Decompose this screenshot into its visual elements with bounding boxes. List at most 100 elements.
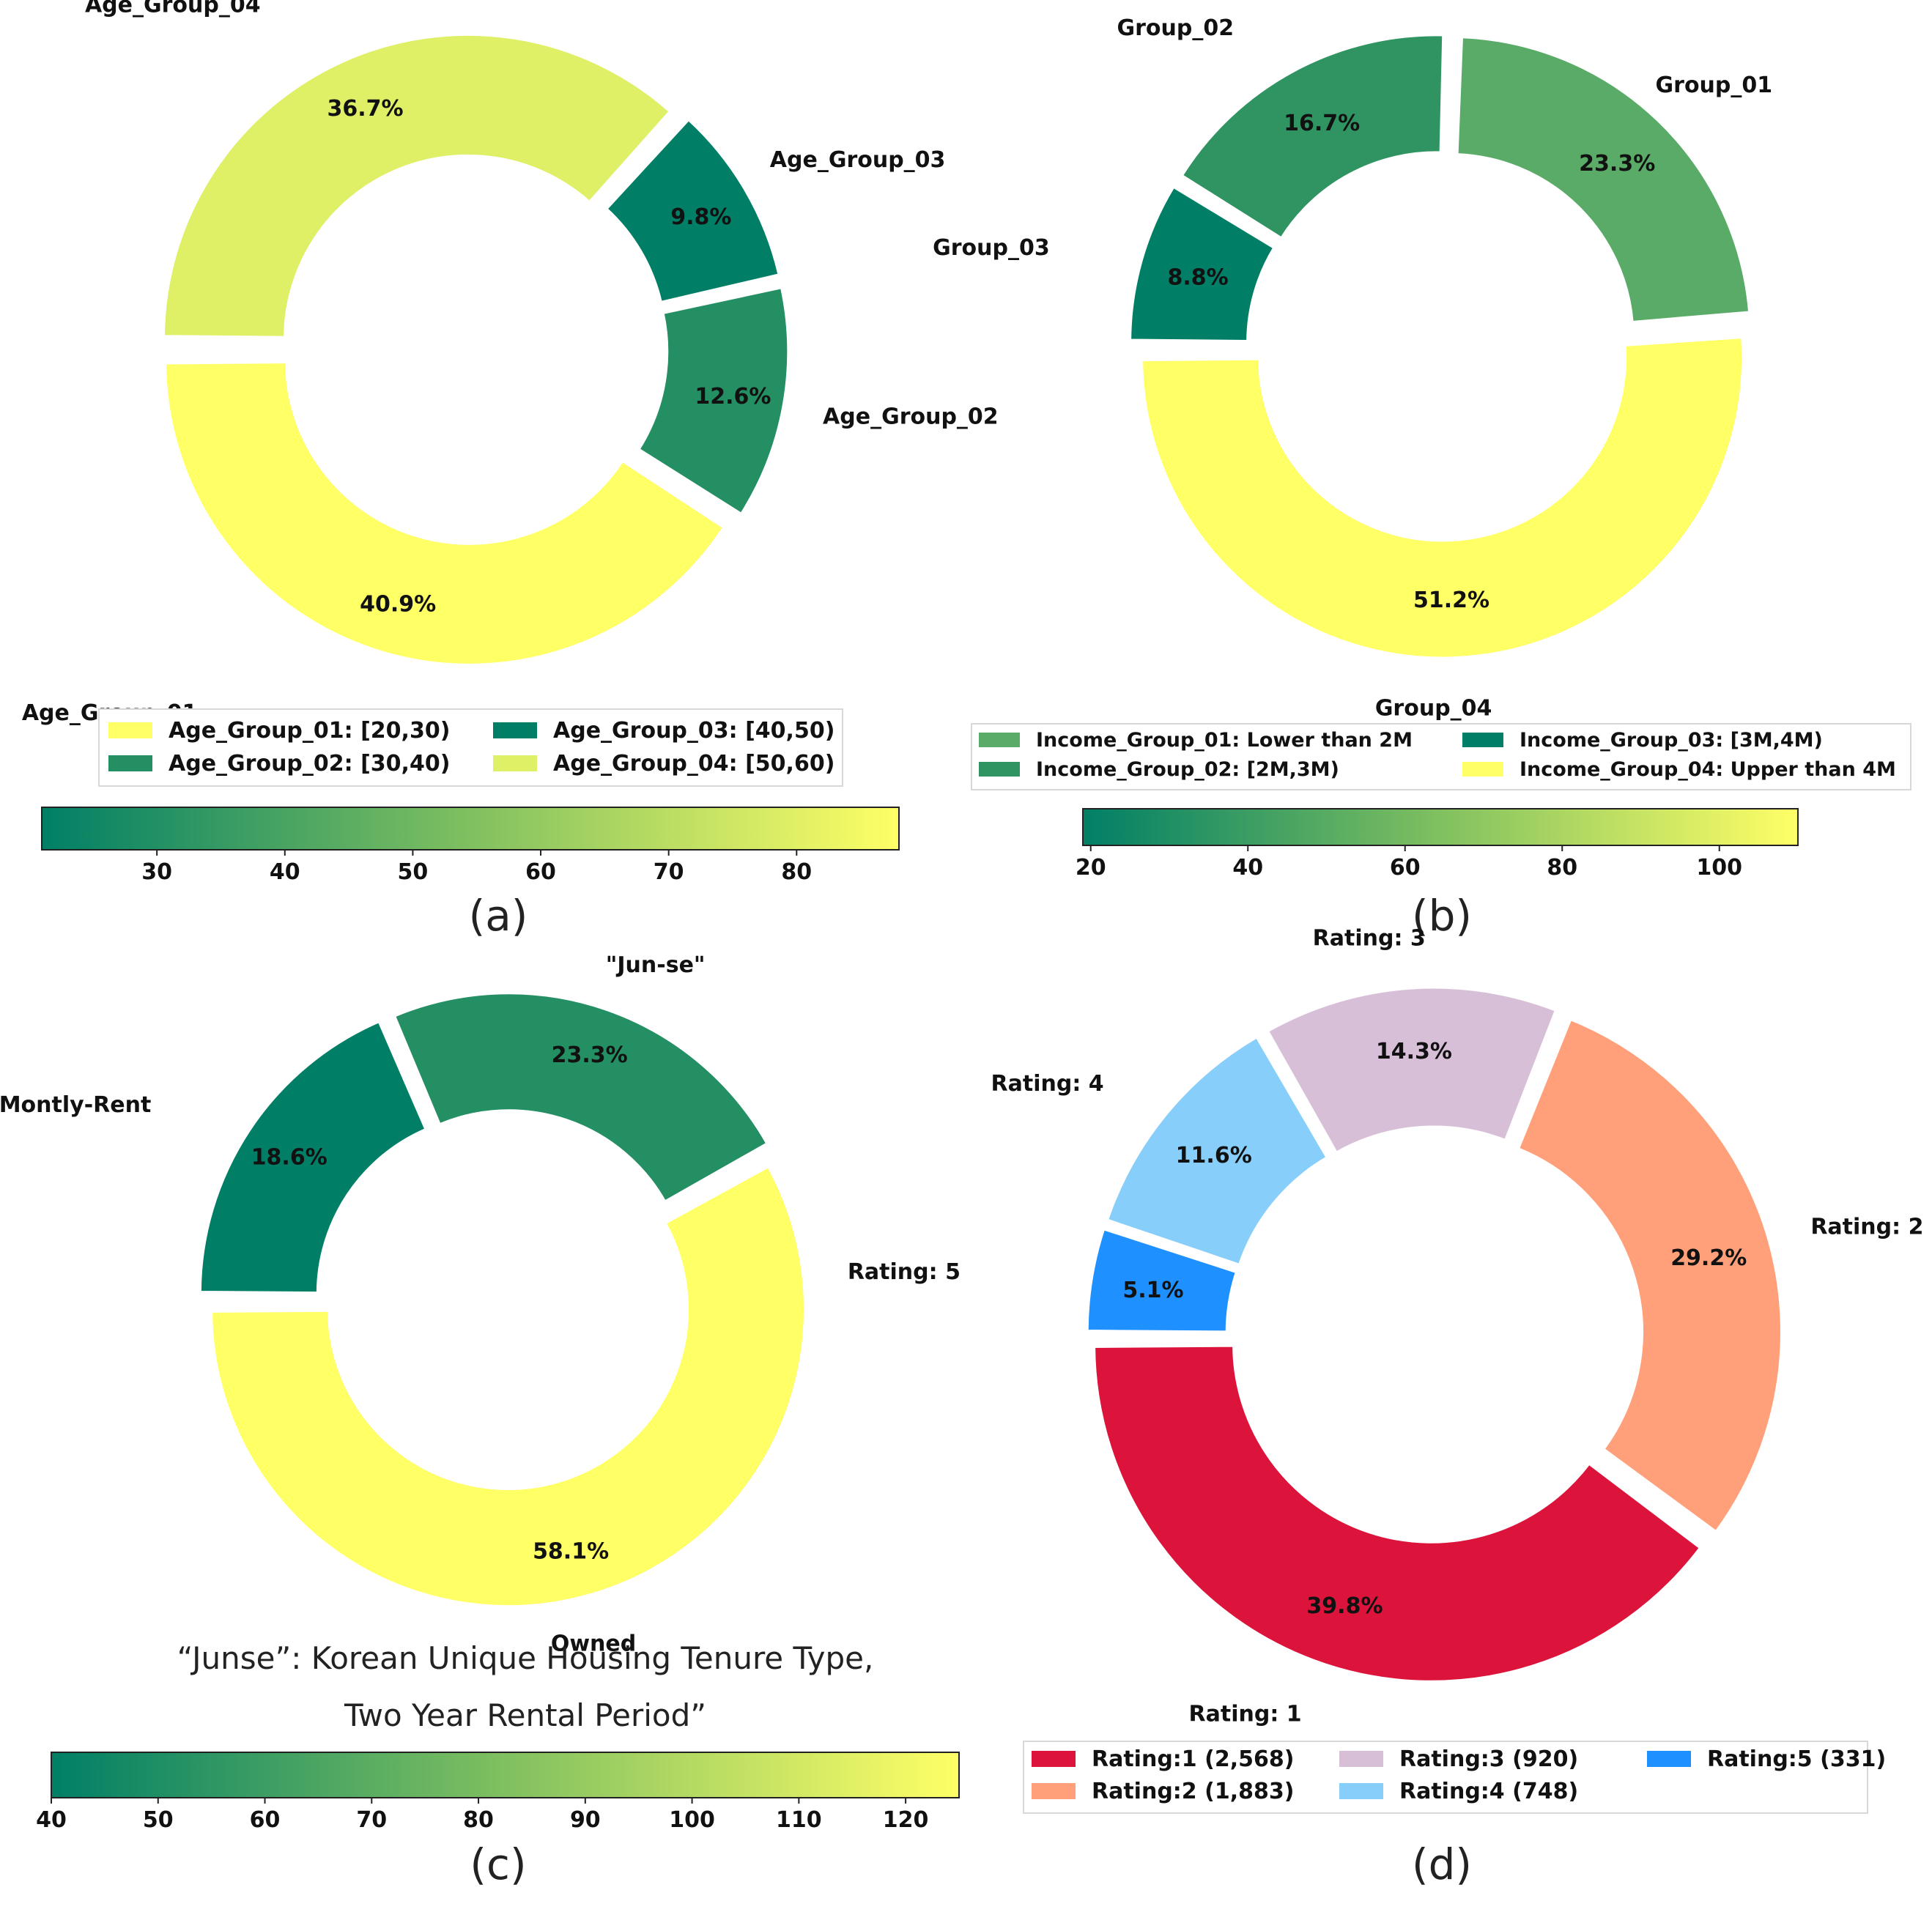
colorbar-c-gradient bbox=[51, 1752, 959, 1798]
pct-label-rating-5: 5.1% bbox=[1122, 1278, 1183, 1303]
legend-a: Age_Group_01: [20,30) Age_Group_02: [30,4… bbox=[98, 708, 843, 787]
colorbar-a-tick-label: 80 bbox=[781, 859, 812, 885]
colorbar-b-tick-label: 60 bbox=[1390, 855, 1421, 881]
donut-chart-c: 58.1% 23.3% 18.6% Owned "Jun-se" Montly-Rent bbox=[0, 952, 807, 1656]
slice-name-jun-se: "Jun-se" bbox=[606, 952, 706, 978]
pct-label-group-02: 16.7% bbox=[1284, 111, 1360, 136]
colorbar-a: 30 40 50 60 70 80 bbox=[41, 807, 900, 885]
colorbar-c-tick-label: 110 bbox=[776, 1807, 822, 1833]
colorbar-c-tick-label: 60 bbox=[250, 1807, 281, 1833]
legend-label-income-group-01-lower-than-2m: Income_Group_01: Lower than 2M bbox=[1036, 729, 1413, 752]
slice-age-group-03 bbox=[604, 118, 780, 304]
legend-label-rating-5-331: Rating:5 (331) bbox=[1707, 1746, 1886, 1772]
slice-rating-5 bbox=[1086, 1228, 1238, 1333]
caption-d: (d) bbox=[1412, 1839, 1472, 1889]
donut-c-slice-names: Owned "Jun-se" Montly-Rent bbox=[0, 952, 706, 1656]
donut-b-slice-names: Group_04 Group_01 Group_02 Group_03 bbox=[933, 15, 1772, 722]
slice-montly-rent bbox=[199, 1020, 427, 1294]
pct-label-jun-se: 23.3% bbox=[552, 1042, 628, 1068]
donut-b-pct-labels: 51.2% 23.3% 16.7% 8.8% bbox=[1168, 111, 1656, 613]
colorbar-c: 40 50 60 70 80 90 100 110 120 bbox=[36, 1752, 960, 1833]
pct-label-rating-1: 39.8% bbox=[1306, 1593, 1383, 1619]
donut-a-slice-names: Age_Group_01Age_Group_02Age_Group_03Age_… bbox=[22, 0, 999, 726]
legend-swatch-rating-3-920 bbox=[1339, 1751, 1383, 1767]
colorbar-c-tick-label: 80 bbox=[463, 1807, 494, 1833]
slice-name-group-04: Group_04 bbox=[1375, 696, 1492, 722]
legend-label-age-group-03-40-50: Age_Group_03: [40,50) bbox=[553, 718, 834, 744]
slice-name-group-01: Group_01 bbox=[1656, 73, 1773, 98]
legend-label-age-group-04-50-60: Age_Group_04: [50,60) bbox=[553, 751, 834, 777]
colorbar-c-tick-label: 50 bbox=[143, 1807, 174, 1833]
slice-name-age-group-04: Age_Group_04 bbox=[85, 0, 261, 18]
caption-c: (c) bbox=[470, 1839, 526, 1889]
slice-group-01 bbox=[1456, 36, 1751, 324]
donut-d-pct-labels: 39.8% 29.2% 14.3% 11.6% 5.1% bbox=[1122, 1039, 1747, 1619]
legend-label-income-group-02-2m-3m: Income_Group_02: [2M,3M) bbox=[1036, 758, 1339, 781]
slice-name-rating-5: Rating: 5 bbox=[848, 1259, 961, 1285]
colorbar-a-gradient bbox=[42, 807, 899, 850]
donut-b-slices bbox=[1129, 34, 1751, 659]
colorbar-a-tick-label: 30 bbox=[141, 859, 172, 885]
slice-name-montly-rent: Montly-Rent bbox=[0, 1092, 151, 1118]
legend-swatch-age-group-04-50-60 bbox=[493, 755, 537, 771]
legend-d: Rating:1 (2,568) Rating:2 (1,883) Rating:3… bbox=[1023, 1741, 1886, 1814]
pct-label-montly-rent: 18.6% bbox=[251, 1145, 327, 1171]
colorbar-b: 20 40 60 80 100 bbox=[1076, 808, 1799, 881]
pct-label-group-01: 23.3% bbox=[1579, 151, 1655, 177]
slice-rating-4 bbox=[1106, 1035, 1329, 1267]
legend-swatch-rating-4-748 bbox=[1339, 1783, 1383, 1799]
colorbar-c-tick-label: 70 bbox=[356, 1807, 387, 1833]
legend-swatch-income-group-01-lower-than-2m bbox=[979, 733, 1020, 747]
colorbar-c-tick-label: 120 bbox=[883, 1807, 929, 1833]
slice-rating-2 bbox=[1517, 1018, 1783, 1533]
legend-label-rating-4-748: Rating:4 (748) bbox=[1399, 1779, 1578, 1804]
slice-name-group-03: Group_03 bbox=[933, 235, 1050, 261]
legend-b: Income_Group_01: Lower than 2M Income_Gro… bbox=[971, 723, 1911, 790]
slice-jun-se bbox=[393, 992, 769, 1203]
colorbar-a-tick-label: 50 bbox=[398, 859, 429, 885]
colorbar-a-tick-label: 40 bbox=[270, 859, 300, 885]
donut-c-slices bbox=[199, 992, 807, 1608]
slice-rating-1 bbox=[1093, 1344, 1702, 1683]
colorbar-b-tick-label: 20 bbox=[1076, 855, 1106, 881]
legend-label-age-group-02-30-40: Age_Group_02: [30,40) bbox=[169, 751, 450, 777]
slice-name-rating-2: Rating: 2 bbox=[1810, 1215, 1923, 1240]
pct-label-group-04: 51.2% bbox=[1413, 588, 1489, 613]
colorbar-c-tick-label: 100 bbox=[669, 1807, 715, 1833]
slice-name-group-02: Group_02 bbox=[1117, 15, 1234, 41]
colorbar-a-tick-label: 70 bbox=[654, 859, 684, 885]
donut-chart-a: 40.9% 12.6% 9.8% 36.7% Age_Group_01Age_Grou… bbox=[22, 0, 999, 726]
slice-name-rating-4: Rating: 4 bbox=[991, 1071, 1104, 1097]
caption-b: (b) bbox=[1412, 891, 1472, 941]
legend-swatch-rating-1-2-568 bbox=[1032, 1751, 1076, 1767]
colorbar-b-tick-label: 100 bbox=[1696, 855, 1742, 881]
legend-label-rating-1-2-568: Rating:1 (2,568) bbox=[1092, 1746, 1294, 1772]
legend-swatch-rating-2-1-883 bbox=[1032, 1783, 1076, 1799]
junse-note-line-1: “Junse”: Korean Unique Housing Tenure Ty… bbox=[177, 1640, 874, 1676]
donut-d-slices bbox=[1086, 986, 1783, 1683]
pct-label-owned: 58.1% bbox=[533, 1539, 609, 1565]
donut-c-pct-labels: 58.1% 23.3% 18.6% bbox=[251, 1042, 628, 1565]
slice-group-03 bbox=[1129, 185, 1276, 342]
legend-swatch-age-group-01-20-30 bbox=[108, 722, 152, 738]
slice-age-group-04 bbox=[163, 33, 672, 338]
legend-label-rating-3-920: Rating:3 (920) bbox=[1399, 1746, 1578, 1772]
slice-group-04 bbox=[1141, 336, 1744, 659]
slice-name-rating-3: Rating: 3 bbox=[1313, 925, 1426, 951]
legend-swatch-income-group-02-2m-3m bbox=[979, 762, 1020, 777]
pct-label-age-group-03: 9.8% bbox=[670, 204, 731, 230]
legend-label-income-group-04-upper-than-4m: Income_Group_04: Upper than 4M bbox=[1520, 758, 1896, 781]
slice-owned bbox=[210, 1165, 807, 1608]
pct-label-rating-2: 29.2% bbox=[1670, 1245, 1747, 1271]
colorbar-a-tick-label: 60 bbox=[525, 859, 556, 885]
donut-chart-b: 51.2%23.3%16.7%8.8% Group_04Group_01Grou… bbox=[933, 15, 1772, 722]
donut-a-slices bbox=[163, 33, 790, 666]
legend-swatch-income-group-03-3m-4m bbox=[1462, 733, 1503, 747]
legend-label-age-group-01-20-30: Age_Group_01: [20,30) bbox=[169, 718, 450, 744]
colorbar-b-gradient bbox=[1083, 809, 1798, 845]
slice-group-02 bbox=[1180, 34, 1445, 240]
donut-d-slice-names: Rating: 1 Rating: 2 Rating: 3 Rating: 4 Rati… bbox=[848, 925, 1924, 1727]
pct-label-rating-4: 11.6% bbox=[1176, 1143, 1252, 1168]
legend-swatch-rating-5-331 bbox=[1647, 1751, 1691, 1767]
